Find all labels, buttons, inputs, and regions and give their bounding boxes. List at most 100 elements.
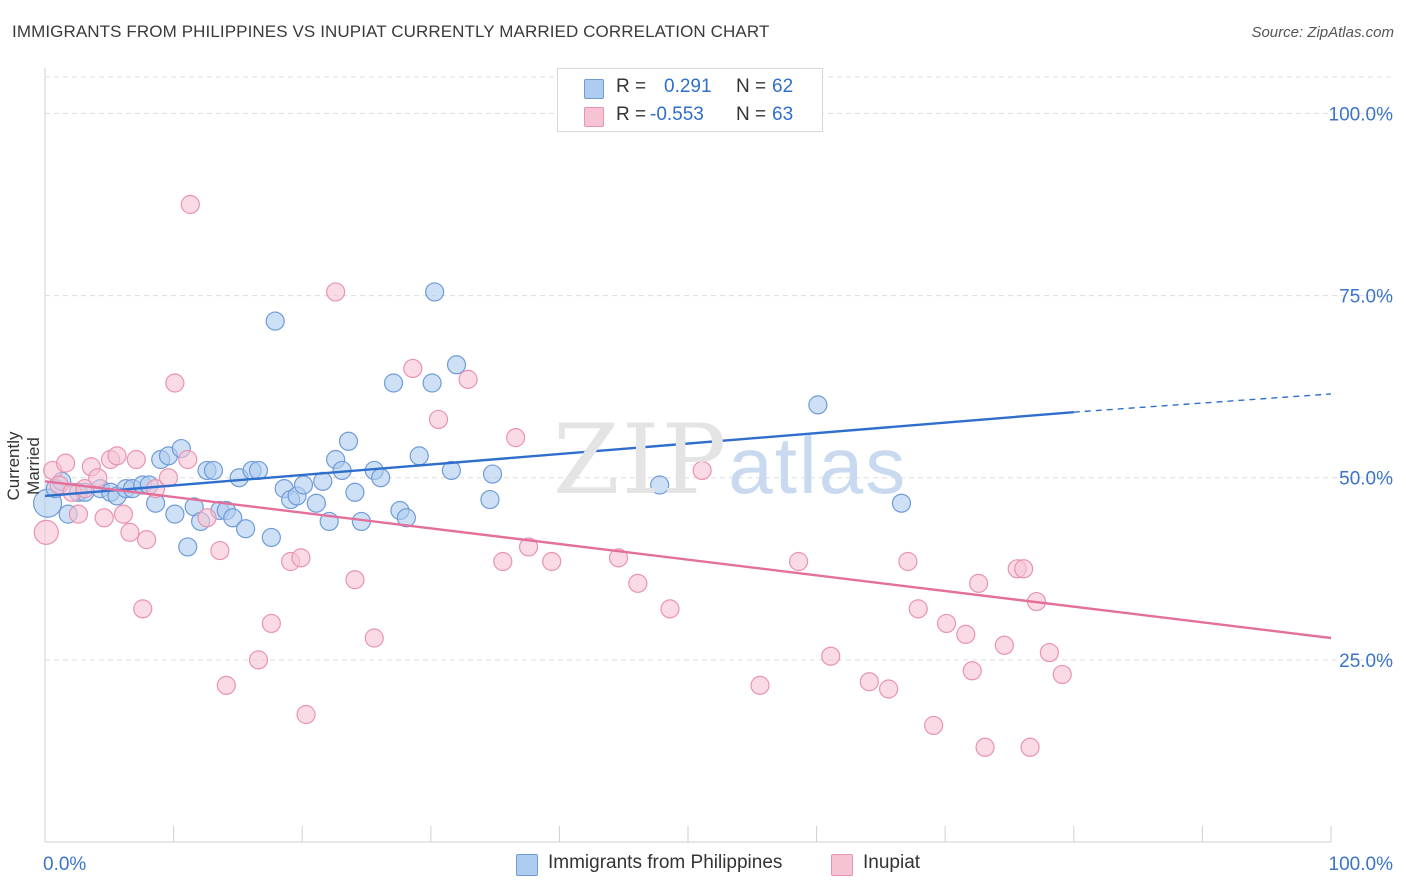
point-inupiat: [542, 551, 562, 572]
point-philippines: [409, 446, 429, 466]
point-inupiat: [133, 599, 153, 619]
point-inupiat: [975, 737, 995, 757]
point-inupiat: [660, 599, 680, 619]
trend-line-extension-philippines: [1073, 393, 1332, 413]
point-inupiat: [180, 194, 200, 215]
point-philippines: [306, 493, 326, 513]
point-philippines: [480, 489, 500, 510]
point-inupiat: [962, 661, 982, 681]
point-philippines: [446, 355, 467, 375]
point-philippines: [165, 504, 185, 524]
n-label: N =: [736, 76, 767, 97]
r-label: R =: [616, 76, 647, 97]
point-inupiat: [1020, 737, 1040, 757]
point-inupiat: [692, 460, 712, 481]
source-label: Source: ZipAtlas.com: [1251, 24, 1394, 41]
y-tick-label: 25.0%: [1339, 651, 1393, 672]
stats-row-inupiat: R = -0.553 N = 63: [558, 101, 822, 129]
point-inupiat: [248, 650, 269, 670]
point-inupiat: [94, 508, 114, 528]
point-inupiat: [345, 570, 365, 590]
legend-label: Immigrants from Philippines: [548, 852, 783, 873]
point-philippines: [313, 471, 333, 491]
point-inupiat: [1039, 642, 1059, 663]
trend-line-philippines: [44, 410, 1074, 498]
point-philippines: [425, 282, 445, 302]
point-philippines: [482, 464, 503, 484]
point-inupiat: [608, 548, 629, 568]
point-philippines: [808, 395, 828, 415]
point-inupiat: [88, 468, 108, 488]
point-inupiat: [1014, 559, 1034, 579]
series-legend: Immigrants from Philippines Inupiat: [0, 852, 1406, 878]
point-inupiat: [291, 548, 311, 568]
point-inupiat: [493, 551, 513, 572]
point-philippines: [203, 460, 224, 481]
point-inupiat: [750, 675, 770, 695]
trend-line-inupiat: [44, 480, 1332, 640]
stats-row-philippines: R = 0.291 N = 62: [558, 73, 822, 101]
point-inupiat: [68, 504, 89, 524]
point-inupiat: [908, 599, 928, 619]
point-philippines: [383, 373, 404, 393]
pink-swatch-icon: [584, 107, 604, 127]
stats-legend: R = 0.291 N = 62 R = -0.553 N = 63: [557, 68, 823, 132]
n-value: 63: [772, 104, 794, 125]
point-inupiat: [197, 508, 217, 528]
point-inupiat: [326, 282, 346, 302]
pink-swatch-icon: [831, 854, 853, 876]
point-inupiat: [1052, 664, 1072, 685]
x-tick-label: 100.0%: [1329, 854, 1394, 875]
point-inupiat: [628, 573, 648, 593]
point-inupiat: [936, 613, 957, 634]
blue-swatch-icon: [584, 79, 604, 99]
point-philippines: [248, 460, 269, 481]
y-axis-label: Currently Married: [4, 431, 43, 501]
point-inupiat: [33, 519, 59, 545]
y-tick-label: 75.0%: [1339, 287, 1393, 308]
point-inupiat: [55, 453, 76, 473]
point-inupiat: [120, 522, 140, 542]
point-inupiat: [364, 628, 384, 648]
r-value: -0.553: [650, 104, 704, 125]
n-label: N =: [736, 104, 767, 125]
point-inupiat: [969, 573, 989, 593]
point-inupiat: [165, 373, 185, 393]
point-philippines: [345, 482, 365, 502]
point-inupiat: [261, 613, 281, 634]
point-inupiat: [216, 675, 236, 695]
chart-title: IMMIGRANTS FROM PHILIPPINES VS INUPIAT C…: [12, 22, 770, 41]
point-inupiat: [994, 635, 1014, 655]
x-tick-label: 0.0%: [43, 854, 86, 875]
point-inupiat: [296, 704, 316, 725]
watermark-zip: ZIP: [553, 404, 729, 516]
y-tick-label: 50.0%: [1339, 469, 1393, 490]
point-philippines: [441, 460, 461, 481]
blue-swatch-icon: [516, 854, 538, 876]
watermark: ZIPatlas: [553, 404, 907, 516]
point-inupiat: [924, 715, 944, 736]
point-philippines: [293, 475, 314, 495]
point-inupiat: [821, 646, 841, 666]
point-inupiat: [113, 504, 134, 524]
point-philippines: [236, 519, 256, 539]
point-philippines: [265, 311, 285, 331]
point-inupiat: [458, 369, 478, 389]
watermark-atlas: atlas: [728, 421, 908, 510]
n-value: 62: [772, 76, 794, 97]
point-inupiat: [506, 428, 526, 448]
point-inupiat: [898, 551, 918, 572]
point-inupiat: [178, 449, 198, 470]
point-inupiat: [956, 624, 976, 644]
point-philippines: [396, 508, 416, 528]
point-philippines: [891, 493, 912, 513]
point-inupiat: [107, 446, 127, 466]
point-inupiat: [403, 358, 423, 379]
point-inupiat: [788, 551, 809, 572]
point-inupiat: [126, 449, 146, 470]
point-philippines: [338, 431, 359, 451]
legend-label: Inupiat: [863, 852, 921, 873]
point-philippines: [371, 468, 391, 488]
point-philippines: [650, 475, 670, 495]
